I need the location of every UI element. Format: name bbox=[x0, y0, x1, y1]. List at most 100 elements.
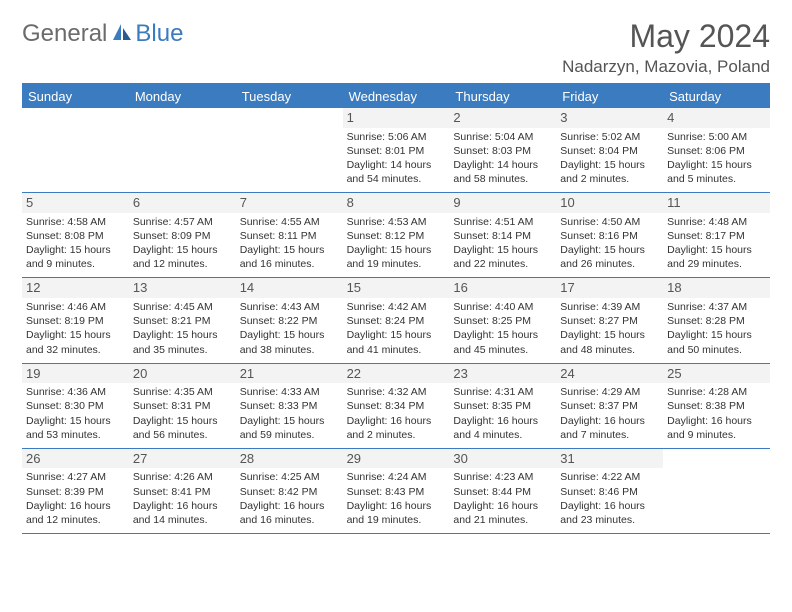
sunset-text: Sunset: 8:31 PM bbox=[133, 399, 232, 413]
sunset-text: Sunset: 8:09 PM bbox=[133, 229, 232, 243]
day-number: 23 bbox=[449, 364, 556, 384]
sunset-text: Sunset: 8:41 PM bbox=[133, 485, 232, 499]
day-cell: 3Sunrise: 5:02 AMSunset: 8:04 PMDaylight… bbox=[556, 108, 663, 192]
day-number: 8 bbox=[343, 193, 450, 213]
sunrise-text: Sunrise: 5:00 AM bbox=[667, 130, 766, 144]
day-info: Sunrise: 4:53 AMSunset: 8:12 PMDaylight:… bbox=[347, 215, 446, 272]
day-cell: 15Sunrise: 4:42 AMSunset: 8:24 PMDayligh… bbox=[343, 278, 450, 362]
day-cell: 11Sunrise: 4:48 AMSunset: 8:17 PMDayligh… bbox=[663, 193, 770, 277]
weekday-header: Friday bbox=[556, 85, 663, 108]
sunset-text: Sunset: 8:11 PM bbox=[240, 229, 339, 243]
sunset-text: Sunset: 8:08 PM bbox=[26, 229, 125, 243]
day-info: Sunrise: 4:28 AMSunset: 8:38 PMDaylight:… bbox=[667, 385, 766, 442]
daylight-text: Daylight: 16 hours and 4 minutes. bbox=[453, 414, 552, 442]
day-cell: 28Sunrise: 4:25 AMSunset: 8:42 PMDayligh… bbox=[236, 449, 343, 533]
title-block: May 2024 Nadarzyn, Mazovia, Poland bbox=[562, 18, 770, 77]
day-cell: 17Sunrise: 4:39 AMSunset: 8:27 PMDayligh… bbox=[556, 278, 663, 362]
day-info: Sunrise: 4:58 AMSunset: 8:08 PMDaylight:… bbox=[26, 215, 125, 272]
sunset-text: Sunset: 8:14 PM bbox=[453, 229, 552, 243]
sunrise-text: Sunrise: 4:23 AM bbox=[453, 470, 552, 484]
daylight-text: Daylight: 15 hours and 45 minutes. bbox=[453, 328, 552, 356]
day-info: Sunrise: 4:35 AMSunset: 8:31 PMDaylight:… bbox=[133, 385, 232, 442]
sunset-text: Sunset: 8:19 PM bbox=[26, 314, 125, 328]
sunrise-text: Sunrise: 4:46 AM bbox=[26, 300, 125, 314]
day-number: 22 bbox=[343, 364, 450, 384]
sunrise-text: Sunrise: 4:28 AM bbox=[667, 385, 766, 399]
day-cell bbox=[663, 449, 770, 533]
daylight-text: Daylight: 16 hours and 9 minutes. bbox=[667, 414, 766, 442]
day-number bbox=[22, 108, 129, 128]
day-info: Sunrise: 4:22 AMSunset: 8:46 PMDaylight:… bbox=[560, 470, 659, 527]
sunrise-text: Sunrise: 5:06 AM bbox=[347, 130, 446, 144]
daylight-text: Daylight: 16 hours and 23 minutes. bbox=[560, 499, 659, 527]
day-cell: 26Sunrise: 4:27 AMSunset: 8:39 PMDayligh… bbox=[22, 449, 129, 533]
daylight-text: Daylight: 15 hours and 22 minutes. bbox=[453, 243, 552, 271]
sunset-text: Sunset: 8:39 PM bbox=[26, 485, 125, 499]
sunset-text: Sunset: 8:37 PM bbox=[560, 399, 659, 413]
sunrise-text: Sunrise: 4:45 AM bbox=[133, 300, 232, 314]
day-info: Sunrise: 4:55 AMSunset: 8:11 PMDaylight:… bbox=[240, 215, 339, 272]
sunrise-text: Sunrise: 4:57 AM bbox=[133, 215, 232, 229]
day-number: 18 bbox=[663, 278, 770, 298]
weekday-header: Tuesday bbox=[236, 85, 343, 108]
day-cell: 29Sunrise: 4:24 AMSunset: 8:43 PMDayligh… bbox=[343, 449, 450, 533]
sunrise-text: Sunrise: 4:24 AM bbox=[347, 470, 446, 484]
sunset-text: Sunset: 8:03 PM bbox=[453, 144, 552, 158]
day-number: 26 bbox=[22, 449, 129, 469]
sunset-text: Sunset: 8:42 PM bbox=[240, 485, 339, 499]
sunset-text: Sunset: 8:04 PM bbox=[560, 144, 659, 158]
sunset-text: Sunset: 8:35 PM bbox=[453, 399, 552, 413]
daylight-text: Daylight: 16 hours and 2 minutes. bbox=[347, 414, 446, 442]
sunset-text: Sunset: 8:24 PM bbox=[347, 314, 446, 328]
day-cell: 2Sunrise: 5:04 AMSunset: 8:03 PMDaylight… bbox=[449, 108, 556, 192]
day-cell: 14Sunrise: 4:43 AMSunset: 8:22 PMDayligh… bbox=[236, 278, 343, 362]
day-info: Sunrise: 5:00 AMSunset: 8:06 PMDaylight:… bbox=[667, 130, 766, 187]
day-cell: 20Sunrise: 4:35 AMSunset: 8:31 PMDayligh… bbox=[129, 364, 236, 448]
day-number: 6 bbox=[129, 193, 236, 213]
day-number: 27 bbox=[129, 449, 236, 469]
day-number: 14 bbox=[236, 278, 343, 298]
day-number: 3 bbox=[556, 108, 663, 128]
logo-text-2: Blue bbox=[135, 20, 183, 48]
day-info: Sunrise: 4:26 AMSunset: 8:41 PMDaylight:… bbox=[133, 470, 232, 527]
header: General Blue May 2024 Nadarzyn, Mazovia,… bbox=[22, 18, 770, 77]
sunrise-text: Sunrise: 5:02 AM bbox=[560, 130, 659, 144]
sunrise-text: Sunrise: 4:40 AM bbox=[453, 300, 552, 314]
sunset-text: Sunset: 8:46 PM bbox=[560, 485, 659, 499]
sunrise-text: Sunrise: 4:51 AM bbox=[453, 215, 552, 229]
daylight-text: Daylight: 15 hours and 32 minutes. bbox=[26, 328, 125, 356]
day-info: Sunrise: 5:04 AMSunset: 8:03 PMDaylight:… bbox=[453, 130, 552, 187]
day-number: 17 bbox=[556, 278, 663, 298]
day-info: Sunrise: 4:27 AMSunset: 8:39 PMDaylight:… bbox=[26, 470, 125, 527]
daylight-text: Daylight: 15 hours and 9 minutes. bbox=[26, 243, 125, 271]
day-number bbox=[663, 449, 770, 469]
day-info: Sunrise: 4:29 AMSunset: 8:37 PMDaylight:… bbox=[560, 385, 659, 442]
day-number: 9 bbox=[449, 193, 556, 213]
daylight-text: Daylight: 15 hours and 29 minutes. bbox=[667, 243, 766, 271]
daylight-text: Daylight: 15 hours and 53 minutes. bbox=[26, 414, 125, 442]
day-number: 2 bbox=[449, 108, 556, 128]
sunrise-text: Sunrise: 5:04 AM bbox=[453, 130, 552, 144]
day-info: Sunrise: 4:48 AMSunset: 8:17 PMDaylight:… bbox=[667, 215, 766, 272]
day-cell bbox=[129, 108, 236, 192]
day-cell: 8Sunrise: 4:53 AMSunset: 8:12 PMDaylight… bbox=[343, 193, 450, 277]
sunset-text: Sunset: 8:43 PM bbox=[347, 485, 446, 499]
day-number: 11 bbox=[663, 193, 770, 213]
week-row: 26Sunrise: 4:27 AMSunset: 8:39 PMDayligh… bbox=[22, 449, 770, 534]
sunrise-text: Sunrise: 4:36 AM bbox=[26, 385, 125, 399]
week-row: 1Sunrise: 5:06 AMSunset: 8:01 PMDaylight… bbox=[22, 108, 770, 193]
day-info: Sunrise: 4:23 AMSunset: 8:44 PMDaylight:… bbox=[453, 470, 552, 527]
day-cell: 13Sunrise: 4:45 AMSunset: 8:21 PMDayligh… bbox=[129, 278, 236, 362]
sunset-text: Sunset: 8:16 PM bbox=[560, 229, 659, 243]
day-cell: 27Sunrise: 4:26 AMSunset: 8:41 PMDayligh… bbox=[129, 449, 236, 533]
day-cell: 16Sunrise: 4:40 AMSunset: 8:25 PMDayligh… bbox=[449, 278, 556, 362]
daylight-text: Daylight: 14 hours and 54 minutes. bbox=[347, 158, 446, 186]
day-cell bbox=[236, 108, 343, 192]
sunset-text: Sunset: 8:06 PM bbox=[667, 144, 766, 158]
day-number: 13 bbox=[129, 278, 236, 298]
day-info: Sunrise: 4:25 AMSunset: 8:42 PMDaylight:… bbox=[240, 470, 339, 527]
day-number: 25 bbox=[663, 364, 770, 384]
daylight-text: Daylight: 16 hours and 19 minutes. bbox=[347, 499, 446, 527]
sunset-text: Sunset: 8:30 PM bbox=[26, 399, 125, 413]
day-info: Sunrise: 4:45 AMSunset: 8:21 PMDaylight:… bbox=[133, 300, 232, 357]
